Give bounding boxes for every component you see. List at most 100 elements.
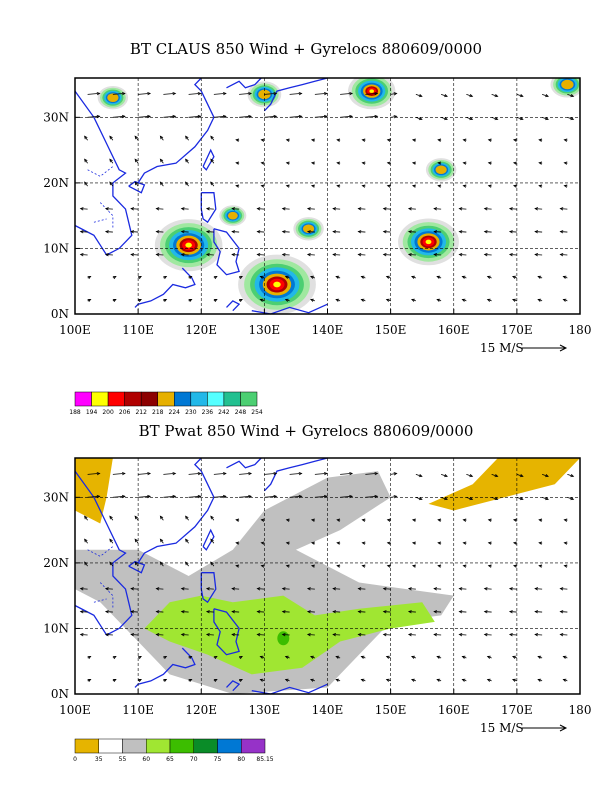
wind-arrow <box>307 588 315 590</box>
wind-arrowhead <box>134 538 138 543</box>
wind-arrowhead <box>385 678 390 682</box>
x-tick-label: 180 <box>569 703 592 717</box>
wind-arrowhead <box>494 474 499 478</box>
coastline <box>74 470 133 636</box>
wind-arrow <box>440 496 448 500</box>
wind-arrowhead <box>437 518 442 522</box>
wind-arrow <box>156 634 164 636</box>
wind-arrowhead <box>273 494 278 499</box>
wind-arrow <box>87 115 100 118</box>
wind-arrow <box>163 495 176 498</box>
wind-arrowhead <box>444 94 448 98</box>
wind-arrowhead <box>284 678 289 682</box>
wind-arrow <box>289 472 302 475</box>
colorbar-label: 200 <box>102 409 114 416</box>
wind-arrowhead <box>382 633 387 637</box>
wind-arrowhead <box>188 276 193 280</box>
wind-arrowhead <box>407 207 412 211</box>
wind-arrow <box>358 588 366 590</box>
wind-arrowhead <box>407 253 412 257</box>
wind-arrowhead <box>534 207 539 211</box>
wind-arrow <box>491 94 498 97</box>
wind-arrowhead <box>185 158 189 163</box>
wind-arrow <box>105 611 113 613</box>
wind-arrow <box>491 474 498 477</box>
wind-arrow <box>289 92 302 95</box>
wind-arrowhead <box>458 587 463 591</box>
wind-arrow <box>560 231 568 233</box>
wind-arrowhead <box>213 276 218 280</box>
wind-arrowhead <box>248 494 253 499</box>
wind-arrow <box>282 634 290 636</box>
wind-arrow <box>383 588 391 590</box>
wind-arrowhead <box>458 230 463 234</box>
wind-arrow <box>333 611 341 613</box>
wind-arrowhead <box>130 610 135 614</box>
wind-arrowhead <box>563 518 568 522</box>
wind-arrowhead <box>109 158 113 163</box>
wind-arrowhead <box>260 541 265 545</box>
wind-arrowhead <box>222 114 227 119</box>
wind-arrow <box>340 495 353 498</box>
wind-arrow <box>516 116 524 120</box>
wind-arrowhead <box>112 656 117 660</box>
wind-arrow <box>105 208 113 210</box>
wind-arrowhead <box>185 515 189 520</box>
wind-arrow <box>509 588 517 590</box>
wind-arrowhead <box>332 230 337 234</box>
wind-arrowhead <box>512 678 516 682</box>
wind-arrow <box>466 496 473 500</box>
x-tick-label: 180 <box>569 323 592 337</box>
wind-arrowhead <box>213 298 218 303</box>
x-tick-label: 130E <box>249 703 281 717</box>
wind-arrowhead <box>357 253 362 257</box>
wind-arrowhead <box>534 610 539 614</box>
wind-arrow <box>509 611 517 613</box>
wind-arrowhead <box>235 138 240 142</box>
wind-arrow <box>282 208 290 210</box>
colorbar-label: 248 <box>235 409 247 416</box>
wind-arrowhead <box>130 207 135 211</box>
wind-arrow <box>314 115 327 118</box>
wind-arrow <box>289 115 302 118</box>
wind-arrowhead <box>374 91 379 96</box>
wind-arrow <box>358 254 366 256</box>
wind-arrow <box>80 634 88 636</box>
wind-arrow <box>257 634 265 636</box>
wind-arrow <box>383 231 391 233</box>
colorbar-label: 80 <box>237 756 245 763</box>
wind-arrowhead <box>487 138 492 142</box>
wind-arrowhead <box>197 114 202 119</box>
x-tick-label: 110E <box>122 323 154 337</box>
wind-arrowhead <box>121 91 126 96</box>
colorbar-label: 75 <box>214 756 222 763</box>
wind-arrowhead <box>538 518 543 522</box>
wind-arrowhead <box>256 253 261 257</box>
wind-arrowhead <box>411 678 415 682</box>
wind-arrowhead <box>382 253 387 257</box>
wind-arrowhead <box>335 678 340 682</box>
wind-arrow <box>307 611 315 613</box>
wind-arrowhead <box>411 138 416 142</box>
wind-arrowhead <box>138 678 142 683</box>
wind-arrowhead <box>360 298 365 302</box>
wind-arrow <box>112 472 125 475</box>
wind-arrowhead <box>213 656 218 660</box>
wind-arrow <box>232 634 240 636</box>
wind-arrowhead <box>494 496 499 501</box>
wind-arrowhead <box>87 678 92 683</box>
wind-arrowhead <box>159 561 164 566</box>
wind-arrow <box>358 231 366 233</box>
wind-arrowhead <box>155 230 160 234</box>
wind-arrow <box>181 208 189 210</box>
wind-arrowhead <box>260 564 265 568</box>
wind-arrowhead <box>349 471 354 476</box>
wind-arrow <box>535 231 543 233</box>
wind-arrowhead <box>231 230 236 234</box>
wind-arrowhead <box>360 678 365 682</box>
wind-arrowhead <box>559 230 564 234</box>
wind-arrow <box>560 254 568 256</box>
wind-arrowhead <box>281 253 286 257</box>
wind-arrowhead <box>538 138 543 142</box>
wind-arrow <box>206 208 214 210</box>
